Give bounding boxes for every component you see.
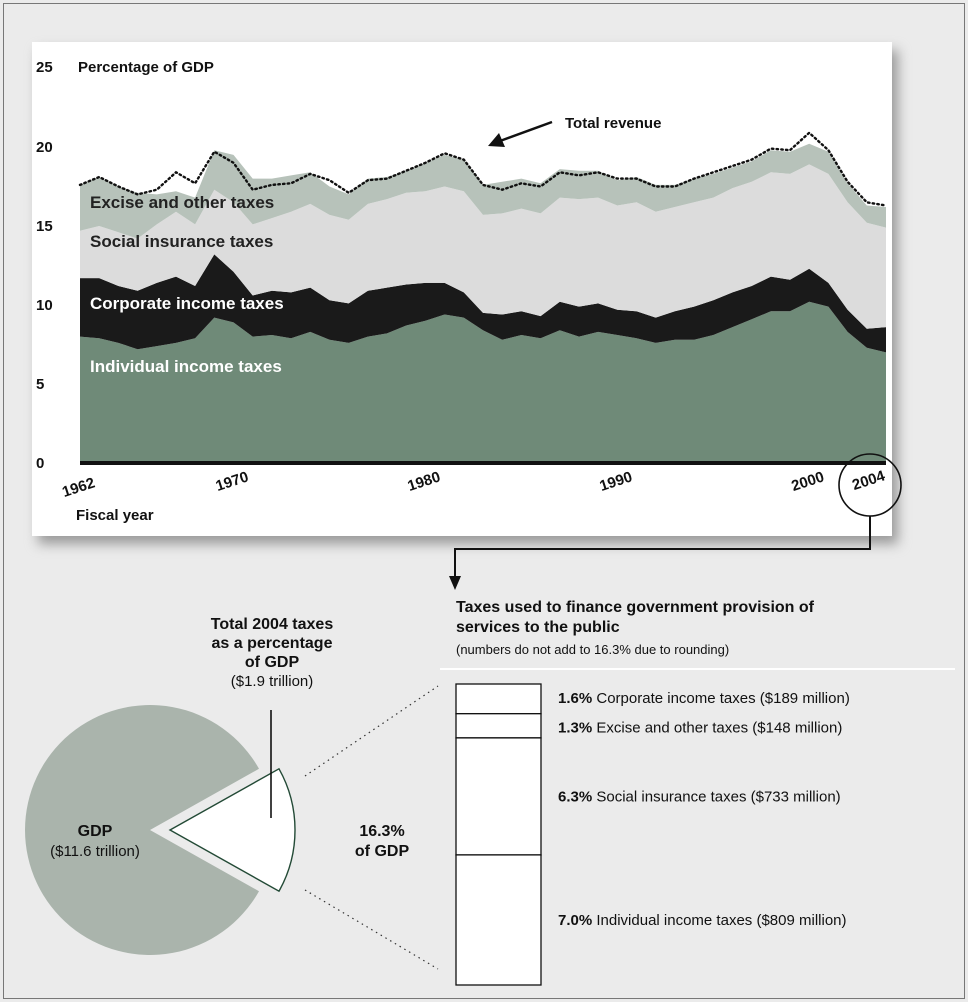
x-tick-label: 1980 <box>406 468 443 494</box>
taxes-value-label: ($1.9 trillion) <box>231 673 314 690</box>
y-axis-ticks: 0 5 10 15 20 25 <box>36 59 53 472</box>
y-tick-label: 5 <box>36 376 44 393</box>
breakdown-bar <box>455 683 542 986</box>
area-layers <box>80 143 886 463</box>
y-tick-label: 20 <box>36 139 53 156</box>
breakdown-segment <box>455 683 542 715</box>
taxes-label-line-1: Total 2004 taxes <box>211 616 334 633</box>
x-axis-baseline <box>80 461 886 465</box>
breakdown-segment <box>455 713 542 739</box>
gdp-value-label: ($11.6 trillion) <box>50 843 140 860</box>
gdp-pie-chart: GDP ($11.6 trillion) Total 2004 taxes as… <box>25 616 439 970</box>
total-revenue-line <box>78 131 888 207</box>
x-tick-label: 1962 <box>60 474 97 500</box>
x-tick-label: 1970 <box>214 468 251 494</box>
total-revenue-annotation: Total revenue <box>488 115 661 147</box>
x-axis-ticks: 1962 1970 1980 1990 2000 2004 <box>60 467 888 501</box>
connector-line <box>454 516 871 578</box>
breakdown-item-label: 7.0% Individual income taxes ($809 milli… <box>558 912 847 929</box>
breakdown-note: (numbers do not add to 16.3% due to roun… <box>456 642 729 657</box>
share-of-gdp-label: of GDP <box>355 843 410 860</box>
series-label-corporate: Corporate income taxes <box>90 294 284 313</box>
total-revenue-label: Total revenue <box>565 115 661 132</box>
series-label-individual: Individual income taxes <box>90 357 282 376</box>
area-layer-corporate-income-taxes <box>80 254 886 353</box>
area-layer-excise-and-other-taxes <box>80 143 886 239</box>
breakdown-segment <box>455 854 542 986</box>
series-label-social: Social insurance taxes <box>90 232 273 251</box>
y-tick-label: 0 <box>36 455 44 472</box>
share-of-gdp-pct: 16.3% <box>359 823 404 840</box>
x-tick-label: 1990 <box>597 468 634 494</box>
y-tick-label: 25 <box>36 59 53 76</box>
breakdown-item-label: 1.3% Excise and other taxes ($148 millio… <box>558 720 842 737</box>
series-labels: Excise and other taxes Social insurance … <box>90 193 284 376</box>
annotation-arrow-head <box>488 133 505 147</box>
y-tick-label: 15 <box>36 218 53 235</box>
breakdown-item-label: 1.6% Corporate income taxes ($189 millio… <box>558 690 850 707</box>
taxes-label-line-2: as a percentage <box>212 635 333 652</box>
breakdown-title-line-2: services to the public <box>456 619 620 636</box>
breakdown-title-line-1: Taxes used to finance government provisi… <box>456 599 815 616</box>
y-axis-title: Percentage of GDP <box>78 59 214 76</box>
breakdown-item-label: 6.3% Social insurance taxes ($733 millio… <box>558 788 841 805</box>
area-layer-individual-income-taxes <box>80 301 886 463</box>
area-layer-social-insurance-taxes <box>80 164 886 329</box>
x-tick-label: 2000 <box>789 468 826 494</box>
revenue-area-chart: Percentage of GDP 0 5 10 15 20 25 1962 1970 198… <box>36 59 902 524</box>
y-tick-label: 10 <box>36 297 53 314</box>
series-label-excise: Excise and other taxes <box>90 193 274 212</box>
annotation-arrow-line <box>499 120 553 143</box>
pie-slice-gdp <box>25 705 259 955</box>
tax-breakdown: Taxes used to finance government provisi… <box>440 599 955 986</box>
x-tick-label: 2004 <box>850 467 888 494</box>
breakdown-segment <box>455 737 542 856</box>
x-axis-title: Fiscal year <box>76 507 154 524</box>
gdp-label: GDP <box>78 823 113 840</box>
pie-slice-taxes <box>168 767 296 893</box>
connector-arrow-head <box>449 576 461 590</box>
taxes-label-line-3: of GDP <box>245 654 300 671</box>
breakdown-items: 1.6% Corporate income taxes ($189 millio… <box>558 690 850 929</box>
zoom-guide-bottom <box>304 889 439 970</box>
zoom-guide-top <box>304 685 439 777</box>
